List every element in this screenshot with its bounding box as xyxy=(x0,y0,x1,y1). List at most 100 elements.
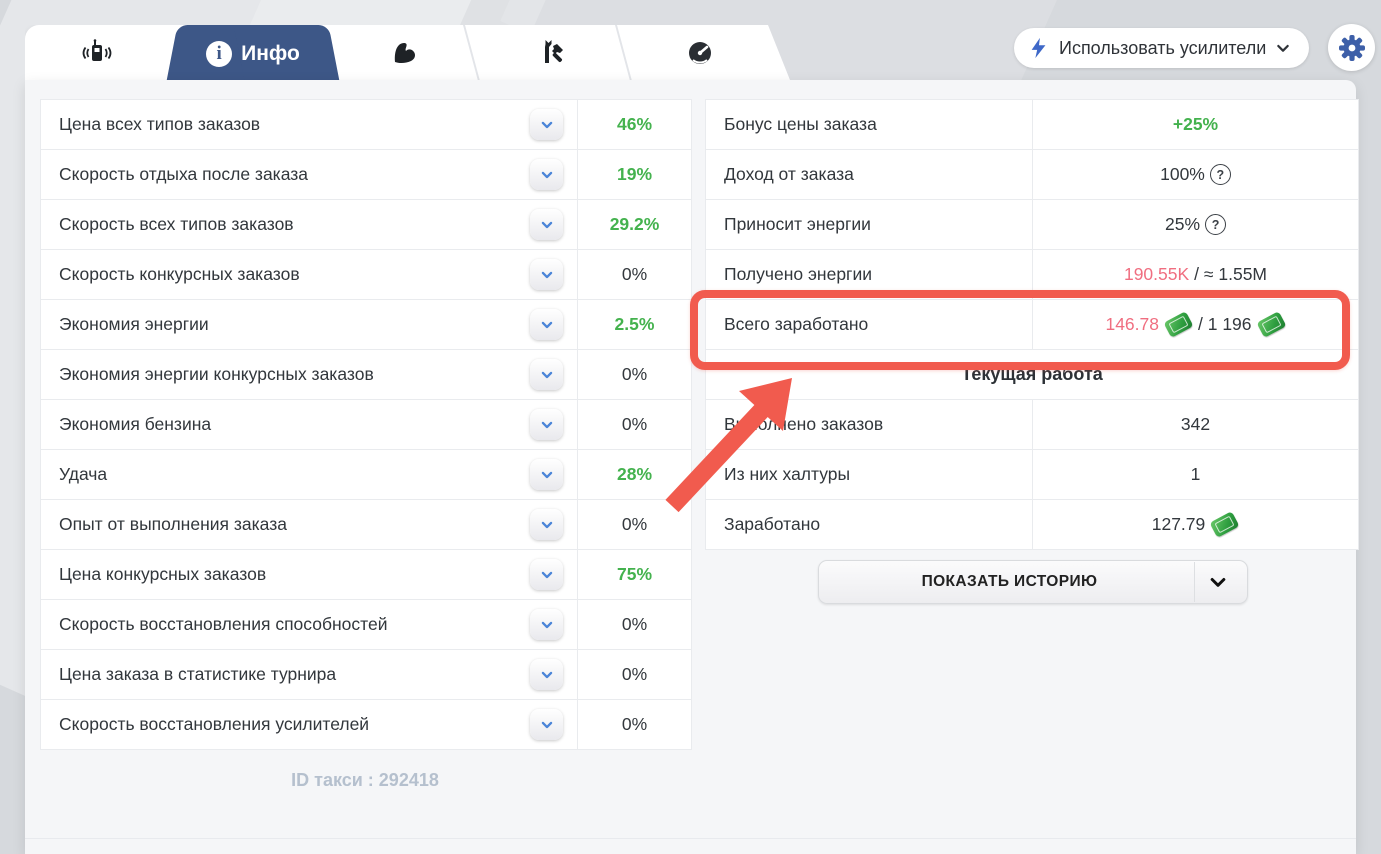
chevron-down-icon xyxy=(541,171,552,178)
tab-dashboard[interactable] xyxy=(660,25,740,80)
chevron-down-icon xyxy=(1210,578,1226,587)
value-segment: / 1 196 xyxy=(1198,314,1252,334)
upgrades-table: Цена всех типов заказов 46% Скорость отдых… xyxy=(40,99,692,750)
row-value: 25%? xyxy=(1032,200,1358,249)
row-label: Из них халтуры xyxy=(724,464,851,484)
upgrade-dropdown-button[interactable] xyxy=(530,709,563,740)
row-value: 342 xyxy=(1032,400,1358,449)
row-value: 0% xyxy=(621,364,648,384)
upgrade-dropdown-button[interactable] xyxy=(530,159,563,190)
chevron-down-icon xyxy=(541,371,552,378)
show-history-button[interactable]: ПОКАЗАТЬ ИСТОРИЮ xyxy=(818,560,1248,604)
chevron-down-icon xyxy=(541,571,552,578)
row-value: 0% xyxy=(621,514,648,534)
chevron-down-icon xyxy=(541,221,552,228)
upgrade-dropdown-button[interactable] xyxy=(530,359,563,390)
info-icon: i xyxy=(206,41,232,67)
upgrade-dropdown-button[interactable] xyxy=(530,109,563,140)
row-value: 1 xyxy=(1032,450,1358,499)
tab-radio[interactable] xyxy=(57,25,137,80)
row-label: Скорость восстановления способностей xyxy=(59,614,388,634)
info-panel: Цена всех типов заказов 46% Скорость отдых… xyxy=(25,80,1359,854)
table-row-highlighted: Всего заработано 146.78 / 1 196 xyxy=(706,300,1358,350)
row-value: 28% xyxy=(616,464,653,484)
show-history-label: ПОКАЗАТЬ ИСТОРИЮ xyxy=(921,573,1098,590)
row-label: Заработано xyxy=(724,514,821,534)
help-icon[interactable]: ? xyxy=(1209,164,1231,185)
row-label: Скорость восстановления усилителей xyxy=(59,714,370,734)
upgrade-dropdown-button[interactable] xyxy=(530,609,563,640)
chevron-down-icon xyxy=(1277,44,1290,52)
upgrade-dropdown-button[interactable] xyxy=(530,209,563,240)
gear-icon xyxy=(1338,34,1365,61)
upgrade-dropdown-button[interactable] xyxy=(530,559,563,590)
value-segment: 127.79 xyxy=(1151,514,1206,534)
tab-bar: i Инфо xyxy=(25,25,790,80)
tab-info[interactable]: i Инфо xyxy=(165,25,341,89)
speedometer-icon xyxy=(683,36,717,70)
row-value: +25% xyxy=(1032,100,1358,149)
row-label: Удача xyxy=(59,464,108,484)
table-row: Получено энергии 190.55K / ≈ 1.55M xyxy=(706,250,1358,300)
upgrade-dropdown-button[interactable] xyxy=(530,659,563,690)
table-row: Опыт от выполнения заказа 0% xyxy=(41,500,691,550)
table-row: Удача 28% xyxy=(41,450,691,500)
lightning-icon xyxy=(1031,37,1046,59)
row-label: Получено энергии xyxy=(724,264,872,284)
row-label: Экономия бензина xyxy=(59,414,212,434)
tools-icon xyxy=(536,36,570,70)
row-value: 100%? xyxy=(1032,150,1358,199)
table-row: Скорость восстановления усилителей 0% xyxy=(41,700,691,749)
upgrade-dropdown-button[interactable] xyxy=(530,309,563,340)
upgrade-dropdown-button[interactable] xyxy=(530,459,563,490)
row-label: Приносит энергии xyxy=(724,214,871,234)
row-label: Скорость конкурсных заказов xyxy=(59,264,300,284)
tab-info-label: Инфо xyxy=(241,42,300,65)
table-row: Приносит энергии 25%? xyxy=(706,200,1358,250)
value-segment: 342 xyxy=(1180,414,1211,434)
upgrade-dropdown-button[interactable] xyxy=(530,409,563,440)
table-row: Скорость отдыха после заказа 19% xyxy=(41,150,691,200)
row-value: 29.2% xyxy=(609,214,660,234)
chevron-down-icon xyxy=(541,271,552,278)
tab-separator xyxy=(463,25,480,80)
value-segment: 100% xyxy=(1160,164,1205,184)
settings-button[interactable] xyxy=(1328,24,1375,71)
row-value: 19% xyxy=(616,164,653,184)
help-icon[interactable]: ? xyxy=(1205,214,1227,235)
taxi-id: ID такси : 292418 xyxy=(291,770,439,790)
row-label: Опыт от выполнения заказа xyxy=(59,514,287,534)
table-row: Доход от заказа 100%? xyxy=(706,150,1358,200)
tab-tools[interactable] xyxy=(513,25,593,80)
table-row: Экономия бензина 0% xyxy=(41,400,691,450)
row-label: Всего заработано xyxy=(724,314,869,334)
row-value: 46% xyxy=(616,114,653,134)
upgrade-dropdown-button[interactable] xyxy=(530,509,563,540)
money-icon xyxy=(1163,311,1194,338)
table-row: Цена заказа в статистике турнира 0% xyxy=(41,650,691,700)
chevron-down-icon xyxy=(541,671,552,678)
row-label: Цена всех типов заказов xyxy=(59,114,261,134)
upgrade-dropdown-button[interactable] xyxy=(530,259,563,290)
row-label: Бонус цены заказа xyxy=(724,114,877,134)
walkie-talkie-icon xyxy=(80,36,114,70)
history-chevron-area xyxy=(1194,562,1241,602)
summary-table: Бонус цены заказа +25% Доход от заказа 100%… xyxy=(705,99,1359,550)
chevron-down-icon xyxy=(541,521,552,528)
table-row: Скорость восстановления способностей 0% xyxy=(41,600,691,650)
row-label: Доход от заказа xyxy=(724,164,854,184)
row-label: Экономия энергии конкурсных заказов xyxy=(59,364,374,384)
row-value: 146.78 / 1 196 xyxy=(1032,300,1358,349)
chevron-down-icon xyxy=(541,621,552,628)
row-label: Скорость отдыха после заказа xyxy=(59,164,309,184)
table-row: Экономия энергии конкурсных заказов 0% xyxy=(41,350,691,400)
row-label: Экономия энергии xyxy=(59,314,209,334)
use-boosters-button[interactable]: Использовать усилители xyxy=(1014,28,1310,68)
table-row: Экономия энергии 2.5% xyxy=(41,300,691,350)
row-value: 0% xyxy=(621,614,648,634)
tab-skills[interactable] xyxy=(365,25,445,80)
muscle-icon xyxy=(388,36,422,70)
row-value: 2.5% xyxy=(614,314,655,334)
row-value: 0% xyxy=(621,264,648,284)
money-icon xyxy=(1256,311,1287,338)
